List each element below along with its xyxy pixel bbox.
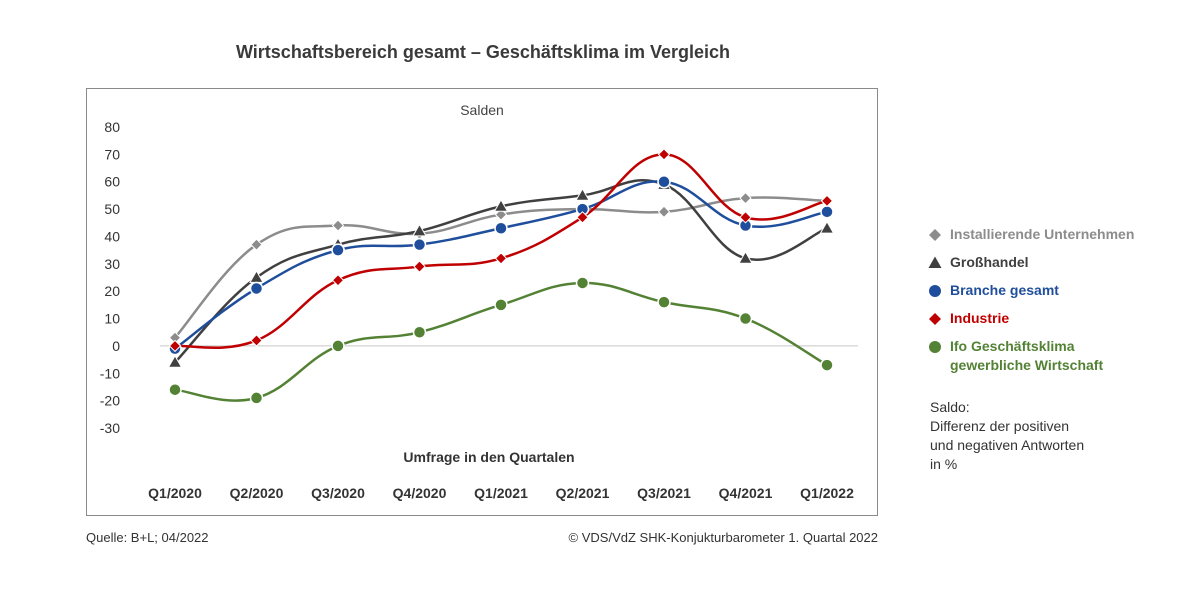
y-tick-label: 60 — [104, 174, 120, 190]
data-point-series-2 — [412, 237, 427, 252]
data-point-series-1 — [819, 220, 835, 234]
data-point-series-3 — [168, 339, 182, 353]
data-point-series-2 — [249, 281, 264, 296]
y-tick-label: 50 — [104, 201, 120, 217]
legend-label: Industrie — [950, 310, 1010, 326]
legend-label: Großhandel — [950, 254, 1029, 270]
y-tick-label: 80 — [104, 119, 120, 135]
data-point-series-4 — [657, 295, 671, 309]
legend: Installierende Unternehmen Großhandel Bran… — [928, 225, 1134, 384]
x-axis-label: Umfrage in den Quartalen — [403, 449, 574, 465]
y-tick-label: -30 — [100, 420, 120, 436]
legend-item: Installierende Unternehmen — [928, 225, 1134, 244]
x-tick-label: Q3/2021 — [637, 485, 691, 501]
data-point-series-0 — [331, 219, 345, 232]
note-line: Saldo: — [930, 399, 970, 415]
data-point-series-4 — [412, 325, 427, 339]
data-point-series-3 — [820, 194, 834, 208]
x-tick-label: Q1/2022 — [800, 485, 854, 501]
data-point-series-0 — [657, 205, 671, 219]
note-line: und negativen Antworten — [930, 437, 1085, 453]
data-point-series-1 — [575, 187, 590, 201]
legend-label: Branche gesamt — [950, 282, 1059, 298]
legend-marker-diamond-icon — [928, 225, 942, 244]
x-tick-label: Q1/2021 — [474, 485, 528, 501]
data-point-series-1 — [167, 354, 183, 368]
y-tick-label: 70 — [104, 146, 120, 162]
note-line: in % — [930, 456, 958, 472]
data-point-series-2 — [494, 221, 508, 235]
y-tick-label: 40 — [104, 228, 120, 244]
data-point-series-3 — [494, 252, 508, 265]
y-tick-label: 30 — [104, 256, 120, 272]
plot-frame — [86, 88, 878, 516]
chart-title: Wirtschaftsbereich gesamt – Geschäftskli… — [235, 42, 731, 62]
x-tick-label: Q4/2021 — [719, 485, 773, 501]
data-point-series-4 — [820, 358, 834, 372]
legend-label: Ifo Geschäftsklima gewerbliche Wirtschaft — [950, 338, 1104, 373]
legend-item: Großhandel — [928, 253, 1134, 272]
data-point-series-4 — [575, 276, 590, 290]
copyright-note: © VDS/VdZ SHK-Konjukturbarometer 1. Quar… — [568, 530, 878, 545]
y-tick-label: 20 — [104, 283, 120, 299]
data-point-series-0 — [739, 191, 752, 205]
legend-marker-circle-icon — [928, 281, 942, 300]
data-point-series-0 — [250, 238, 263, 251]
note-line: Differenz der positiven — [930, 418, 1070, 434]
y-tick-label: 10 — [104, 311, 120, 327]
y-tick-label: 0 — [112, 338, 120, 354]
data-point-series-2 — [820, 205, 834, 219]
data-point-series-3 — [250, 334, 263, 347]
x-tick-label: Q2/2020 — [230, 485, 284, 501]
data-point-series-4 — [249, 391, 264, 405]
saldo-note: Saldo: Differenz der positiven und negat… — [930, 398, 1084, 474]
data-point-series-2 — [657, 174, 671, 189]
legend-item: Ifo Geschäftsklima gewerbliche Wirtschaft — [928, 337, 1134, 375]
data-point-series-4 — [738, 311, 753, 326]
data-point-series-2 — [331, 243, 345, 257]
data-point-series-0 — [494, 208, 508, 221]
x-tick-label: Q1/2020 — [148, 485, 202, 501]
legend-label: Installierende Unternehmen — [950, 226, 1135, 242]
data-point-series-1 — [493, 198, 509, 212]
legend-item: Industrie — [928, 309, 1134, 328]
data-point-series-3 — [739, 211, 752, 224]
x-tick-label: Q4/2020 — [393, 485, 447, 501]
data-point-series-1 — [412, 223, 427, 237]
data-point-series-3 — [657, 148, 671, 161]
legend-marker-circle-icon — [928, 337, 942, 356]
data-point-series-3 — [331, 274, 345, 287]
y-tick-label: -20 — [100, 393, 120, 409]
legend-item: Branche gesamt — [928, 281, 1134, 300]
source-note: Quelle: B+L; 04/2022 — [86, 530, 209, 545]
data-point-series-3 — [413, 260, 426, 273]
y-tick-label: -10 — [100, 365, 120, 381]
legend-marker-diamond-icon — [928, 309, 942, 328]
data-point-series-4 — [168, 382, 182, 397]
x-tick-label: Q3/2020 — [311, 485, 365, 501]
legend-marker-triangle-icon — [928, 253, 942, 272]
data-point-series-1 — [738, 250, 753, 264]
data-point-series-4 — [331, 339, 345, 353]
data-point-series-4 — [494, 298, 508, 312]
x-tick-label: Q2/2021 — [556, 485, 610, 501]
data-point-series-1 — [249, 269, 264, 283]
chart-subtitle: Salden — [460, 102, 504, 118]
data-point-series-3 — [576, 211, 589, 224]
